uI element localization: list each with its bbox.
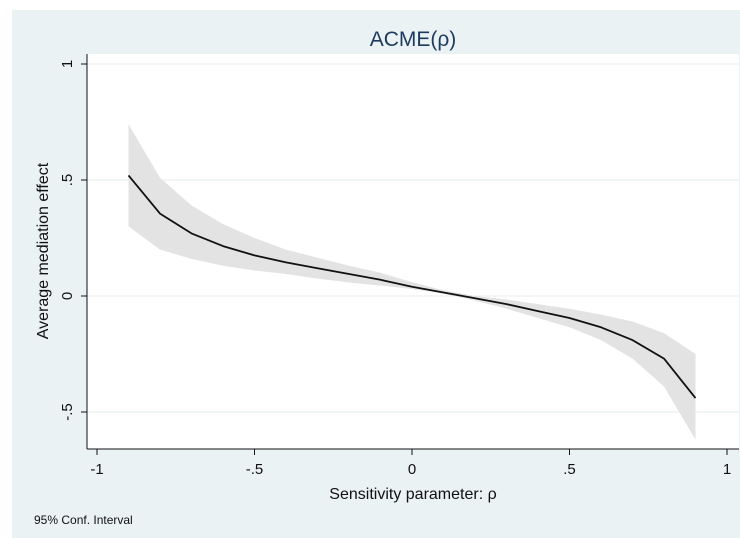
x-tick-label: -1 <box>90 461 103 478</box>
x-tick-label: 1 <box>723 461 731 478</box>
y-tick-layer: 1 .5 0 -.5 <box>59 60 87 421</box>
y-axis-label: Average mediation effect <box>35 162 52 339</box>
x-axis-label: Sensitivity parameter: ρ <box>329 486 496 503</box>
chart-title: ACME(ρ) <box>370 28 457 51</box>
line-layer <box>127 174 697 399</box>
y-tick-label: 1 <box>59 60 76 68</box>
y-tick-label: -.5 <box>59 403 76 421</box>
y-tick-label: .5 <box>59 174 76 187</box>
x-tick-label: -.5 <box>246 461 264 478</box>
x-tick-layer: -1 -.5 0 .5 1 <box>90 449 731 478</box>
x-tick-label: .5 <box>563 461 576 478</box>
grid-layer <box>87 63 739 413</box>
ci-note: 95% Conf. Interval <box>34 513 133 527</box>
x-tick-label: 0 <box>408 461 416 478</box>
acme-line <box>127 174 697 399</box>
y-tick-label: 0 <box>59 292 76 300</box>
